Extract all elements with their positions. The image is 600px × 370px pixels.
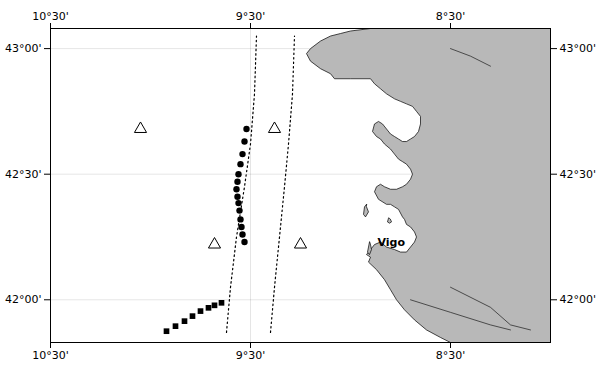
svg-text:9°30': 9°30' bbox=[236, 10, 266, 23]
svg-text:43°00': 43°00' bbox=[5, 42, 42, 55]
svg-text:8°30': 8°30' bbox=[436, 10, 466, 23]
svg-text:10°30': 10°30' bbox=[32, 349, 69, 362]
svg-text:42°00': 42°00' bbox=[560, 293, 597, 306]
svg-text:42°00': 42°00' bbox=[5, 293, 42, 306]
svg-text:43°00': 43°00' bbox=[560, 42, 597, 55]
svg-text:9°30': 9°30' bbox=[236, 349, 266, 362]
svg-text:8°30': 8°30' bbox=[436, 349, 466, 362]
svg-text:Vigo: Vigo bbox=[378, 236, 406, 249]
svg-text:42°30': 42°30' bbox=[5, 168, 42, 181]
svg-text:10°30': 10°30' bbox=[32, 10, 69, 23]
svg-text:42°30': 42°30' bbox=[560, 168, 597, 181]
